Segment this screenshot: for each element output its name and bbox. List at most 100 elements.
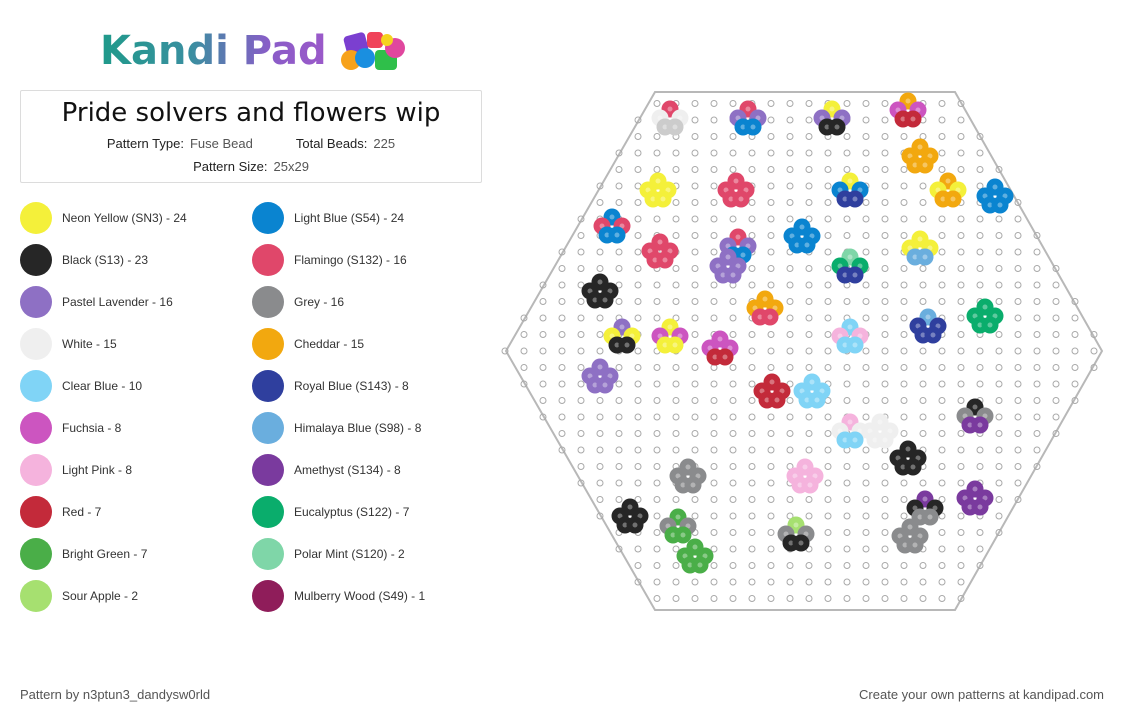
bead-hole: [637, 513, 643, 519]
peg: [786, 215, 794, 223]
peg: [577, 380, 585, 388]
peg: [976, 149, 984, 157]
peg: [786, 446, 794, 454]
pattern-info-card: Pride solvers and flowers wip Pattern Ty…: [20, 90, 482, 183]
peg: [976, 347, 984, 355]
peg: [596, 496, 604, 503]
peg: [938, 578, 946, 586]
bead-hole: [750, 124, 756, 130]
peg: [995, 298, 1003, 305]
peg: [1014, 380, 1022, 388]
peg: [767, 199, 775, 206]
peg: [672, 562, 680, 569]
peg: [786, 430, 794, 437]
peg: [938, 347, 946, 355]
pattern-type-label: Pattern Type:: [106, 136, 184, 151]
legend-item: Light Blue (S54) - 24: [252, 202, 404, 234]
bead: [618, 336, 636, 354]
peg: [558, 397, 566, 404]
peg: [577, 463, 585, 470]
peg: [919, 265, 927, 272]
peg: [672, 397, 680, 404]
peg: [729, 380, 737, 388]
peg: [957, 364, 965, 371]
kandipad-promo-link[interactable]: Create your own patterns at kandipad.com: [859, 687, 1104, 702]
peg: [672, 446, 680, 454]
peg: [976, 380, 984, 388]
bead-hole: [882, 437, 888, 443]
peg: [748, 199, 756, 206]
peg: [1014, 413, 1022, 421]
bead-hole: [910, 116, 916, 122]
peg: [862, 529, 870, 536]
legend-swatch: [252, 286, 284, 318]
peg: [634, 397, 642, 404]
bead-hole: [779, 388, 785, 394]
bead-hole: [619, 324, 625, 330]
peg: [634, 248, 642, 256]
bead: [971, 416, 989, 434]
kandi-pad-logo[interactable]: Kandi Pad: [100, 26, 415, 76]
peg: [748, 446, 756, 454]
peg: [672, 364, 680, 371]
bead-hole: [992, 184, 998, 190]
peg: [1052, 298, 1060, 305]
bead-hole: [788, 540, 794, 546]
peg: [919, 595, 927, 602]
peg: [957, 166, 965, 173]
peg: [824, 413, 832, 421]
legend-swatch: [20, 412, 52, 444]
peg: [843, 166, 851, 173]
peg: [805, 116, 813, 124]
bead-hole: [927, 514, 933, 520]
bead-hole: [624, 342, 630, 348]
bead-hole: [962, 495, 968, 501]
peg: [995, 413, 1003, 421]
peg: [520, 347, 528, 355]
peg: [938, 133, 946, 140]
peg: [767, 232, 775, 239]
peg: [995, 265, 1003, 272]
peg: [710, 182, 718, 190]
peg: [634, 496, 642, 503]
bead-hole: [672, 342, 678, 348]
peg: [957, 446, 965, 454]
peg: [881, 562, 889, 569]
bead-hole: [662, 257, 668, 263]
bead-hole: [789, 233, 795, 239]
peg: [577, 347, 585, 355]
bead-hole: [967, 422, 973, 428]
peg: [596, 430, 604, 437]
bead-hole: [794, 242, 800, 248]
peg: [957, 149, 965, 157]
peg: [634, 215, 642, 223]
peg: [957, 232, 965, 239]
peg: [919, 413, 927, 421]
peg: [881, 595, 889, 602]
peg: [957, 100, 965, 107]
peg: [1014, 364, 1022, 371]
bead-hole: [977, 322, 983, 328]
peg: [748, 265, 756, 272]
peg: [786, 149, 794, 157]
peg: [767, 562, 775, 569]
peg: [938, 364, 946, 371]
peg: [729, 446, 737, 454]
peg: [767, 215, 775, 223]
bead-hole: [962, 413, 968, 419]
bead-hole: [665, 523, 671, 529]
bead-hole: [712, 354, 718, 360]
peg: [748, 347, 756, 355]
peg: [881, 116, 889, 124]
peg: [862, 149, 870, 157]
bead-hole: [675, 514, 681, 520]
peg: [938, 413, 946, 421]
bead-hole: [675, 473, 681, 479]
peg: [577, 413, 585, 421]
peg: [577, 232, 585, 239]
peg: [615, 413, 623, 421]
peg: [558, 364, 566, 371]
bead-hole: [922, 496, 928, 502]
peg: [881, 215, 889, 223]
peg: [805, 265, 813, 272]
